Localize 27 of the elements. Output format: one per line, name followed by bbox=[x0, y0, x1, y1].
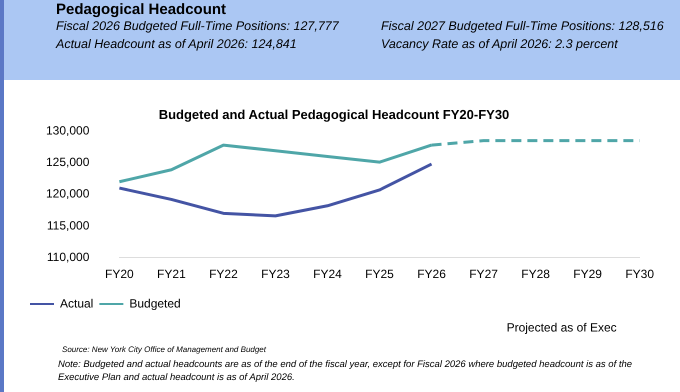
y-tick-label: 115,000 bbox=[46, 218, 90, 232]
y-tick-label: 120,000 bbox=[46, 186, 90, 201]
x-tick-label: FY28 bbox=[521, 267, 550, 282]
text: Note: Budgeted and actual headcounts are as of the end of the fiscal year, except for Fiscal 2026 where budgeted headcount is as of the Executive Plan and actual headcount is as of April 2026. bbox=[58, 358, 634, 384]
text: Pedagogical Headcount bbox=[56, 1, 226, 18]
legend-label: Budgeted bbox=[129, 296, 181, 310]
source-note: Source: New York City Office of Management and Budget bbox=[62, 345, 266, 354]
legend-label: Actual bbox=[60, 296, 94, 310]
x-tick-label: FY25 bbox=[365, 267, 394, 282]
text: Actual Headcount as of April 2026: 124,841 bbox=[56, 37, 297, 51]
text: Vacancy Rate as of April 2026: 2.3 percent bbox=[381, 37, 618, 51]
x-tick-label: FY26 bbox=[417, 267, 446, 282]
x-tick-label: FY20 bbox=[105, 267, 134, 282]
x-tick-label: FY21 bbox=[157, 267, 186, 282]
x-tick-label: FY23 bbox=[261, 267, 290, 282]
text: Projected as of Exec bbox=[506, 320, 617, 334]
x-tick-label: FY29 bbox=[573, 267, 602, 282]
text: Fiscal 2026 Budgeted Full-Time Positions: 127,777 bbox=[56, 19, 339, 33]
y-tick-label: 110,000 bbox=[46, 250, 90, 264]
text: Fiscal 2027 Budgeted Full-Time Positions: 128,516 bbox=[381, 19, 664, 33]
x-tick-label: FY22 bbox=[209, 267, 238, 282]
y-tick-label: 125,000 bbox=[46, 155, 90, 170]
y-tick-label: 130,000 bbox=[46, 124, 90, 138]
x-tick-label: FY27 bbox=[469, 267, 498, 282]
chart-title: Budgeted and Actual Pedagogical Headcount FY20-FY30 bbox=[158, 106, 510, 122]
x-tick-label: FY24 bbox=[313, 267, 342, 282]
x-tick-label: FY30 bbox=[625, 267, 654, 282]
